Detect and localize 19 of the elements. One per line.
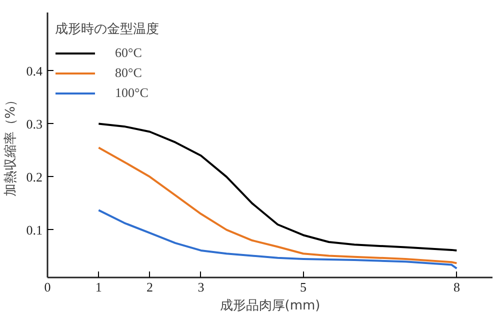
x-tick-label: 3 (198, 280, 204, 294)
y-tick-label: 0.1 (26, 222, 42, 238)
y-tick-label: 0.3 (26, 116, 42, 132)
x-tick-label: 5 (300, 280, 306, 294)
line-series (98, 122, 458, 252)
line-series (98, 146, 458, 264)
x-tick-label: 0 (44, 280, 51, 294)
x-tick-label: 1 (95, 280, 102, 294)
legend-label: 60°C (115, 45, 142, 61)
line-series (98, 209, 458, 270)
y-tick-label: 0.2 (26, 169, 42, 184)
y-axis-title: 加熱収縮率（%） (2, 93, 18, 197)
legend-label: 100°C (115, 85, 148, 101)
y-tick-label: 0.4 (26, 63, 43, 78)
x-tick-label: 8 (453, 280, 460, 294)
x-axis-title: 成形品肉厚(mm) (220, 298, 320, 314)
legend-title: 成形時の金型温度 (55, 21, 159, 38)
legend-label: 80°C (115, 65, 142, 81)
x-tick-label: 2 (146, 280, 154, 294)
